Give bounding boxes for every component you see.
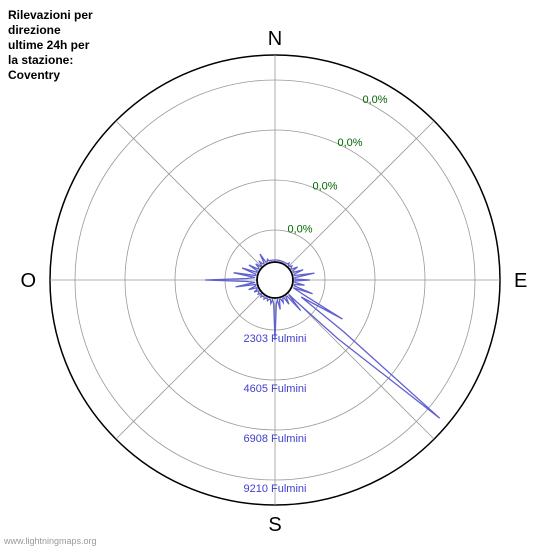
- cardinal-w: O: [20, 270, 36, 292]
- ring-label-top-1: 0,0%: [312, 180, 337, 192]
- footer-credit: www.lightningmaps.org: [4, 536, 97, 546]
- rose-polygon: [205, 254, 440, 418]
- ring-label-top-2: 0,0%: [337, 137, 362, 149]
- cardinal-s: S: [268, 514, 281, 536]
- ring-label-bottom-1: 4605 Fulmini: [244, 383, 307, 395]
- cardinal-n: N: [268, 28, 282, 50]
- cardinal-e: E: [514, 270, 527, 292]
- ring-label-bottom-0: 2303 Fulmini: [244, 333, 307, 345]
- ring-label-bottom-3: 9210 Fulmini: [244, 483, 307, 495]
- ring-label-top-0: 0,0%: [287, 224, 312, 236]
- polar-chart: N S E O 0,0% 2303 Fulmini 0,0% 4605 Fulmini 0,0%…: [0, 0, 550, 550]
- ring-label-bottom-2: 6908 Fulmini: [244, 433, 307, 445]
- ring-label-top-3: 0,0%: [362, 94, 387, 106]
